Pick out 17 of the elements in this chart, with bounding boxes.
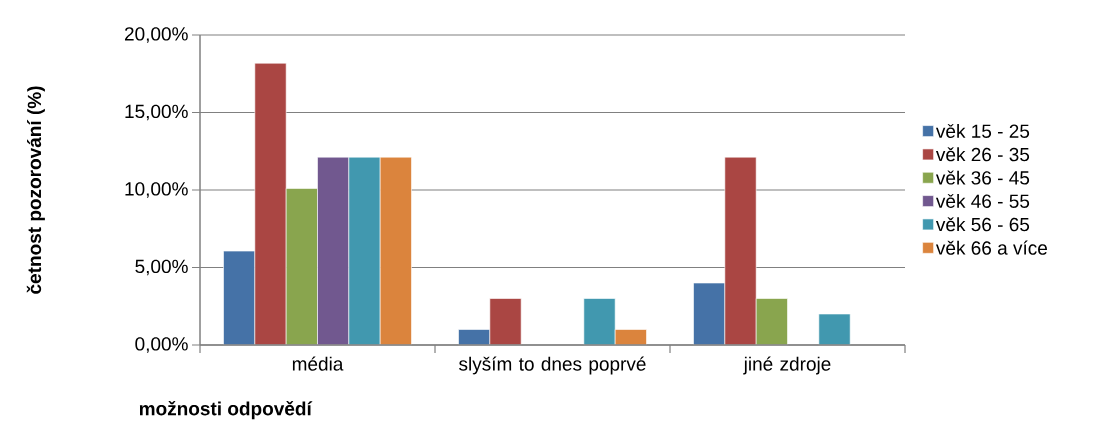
legend-label: věk 36 - 45 — [935, 170, 1030, 185]
bar — [818, 313, 851, 346]
legend-label: věk 15 - 25 — [935, 123, 1030, 138]
y-tick-label: 20,00% — [124, 27, 188, 43]
legend-label: věk 26 - 35 — [935, 147, 1030, 162]
y-tick-label: 5,00% — [135, 259, 188, 276]
x-tick-label: jiné zdroje — [743, 356, 831, 375]
y-tick-label: 10,00% — [125, 182, 188, 198]
x-tick-label: slyším to dnes poprvé — [459, 356, 646, 375]
legend-label: věk 56 - 65 — [935, 217, 1030, 232]
y-tick-label: 15,00% — [125, 104, 188, 121]
y-axis-title: četnost pozorování (%) — [26, 86, 45, 294]
y-tick-label: 0,00% — [135, 337, 188, 353]
x-axis-title: možnosti odpovědí — [139, 401, 313, 420]
x-tick-label: média — [292, 356, 344, 371]
legend-label: věk 46 - 55 — [935, 193, 1030, 208]
legend-label: věk 66 a více — [935, 240, 1047, 255]
